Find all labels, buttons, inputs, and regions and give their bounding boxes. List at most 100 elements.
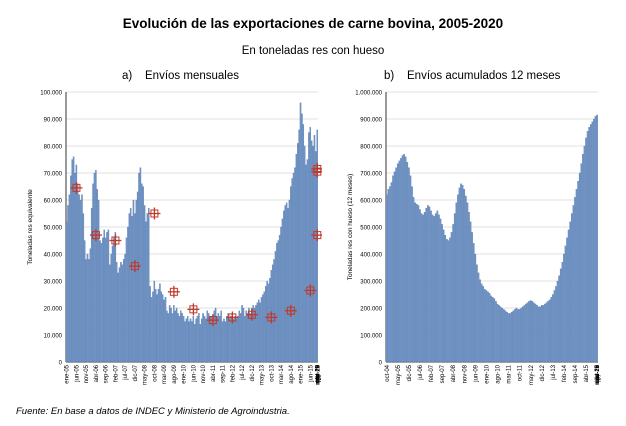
bar: [191, 321, 193, 363]
bar: [313, 135, 316, 363]
bar: [71, 159, 73, 363]
bar: [578, 172, 581, 363]
bar: [220, 310, 222, 363]
x-tick-label: jul-17: [315, 364, 321, 380]
data-marker: [311, 162, 322, 175]
y-tick-label: 70.000: [44, 172, 63, 178]
bar: [461, 185, 464, 363]
bar: [178, 316, 181, 363]
bar: [163, 299, 165, 363]
bar: [228, 318, 231, 363]
x-tick-label: mar-11: [507, 364, 513, 383]
bar: [585, 137, 587, 363]
bar: [217, 313, 220, 363]
bar: [534, 303, 537, 363]
bar: [95, 170, 97, 363]
bar: [185, 318, 188, 363]
bar: [529, 300, 532, 363]
data-marker: [128, 260, 141, 273]
bar: [316, 129, 318, 363]
x-tick-label: jun-10: [191, 364, 197, 382]
x-tick-label: feb-14: [562, 364, 568, 382]
x-tick-label: jun-20: [315, 364, 321, 382]
bar: [278, 235, 281, 363]
x-tick-label: feb-17: [315, 364, 321, 382]
x-tick-label: jul-07: [123, 364, 129, 380]
bar: [556, 280, 559, 363]
bar: [264, 286, 267, 363]
bar: [75, 164, 78, 363]
bar: [430, 210, 432, 363]
bar: [396, 163, 399, 363]
panel-a-prefix: a): [122, 70, 133, 82]
bar: [493, 298, 496, 363]
bar: [572, 205, 575, 363]
bar: [175, 307, 178, 363]
x-tick-label: nov-15: [315, 364, 321, 383]
x-tick-label: may-12: [529, 364, 535, 385]
bar: [252, 305, 254, 363]
bar: [143, 205, 146, 363]
bar: [389, 186, 391, 363]
bar: [414, 202, 417, 363]
x-tick-label: sep-11: [221, 364, 227, 383]
x-tick-label: jun-16: [595, 364, 601, 382]
bar: [566, 237, 568, 363]
data-marker: [167, 285, 180, 298]
bar: [168, 305, 171, 363]
x-tick-label: sep-14: [573, 364, 579, 383]
data-marker: [109, 234, 122, 247]
y-tick-label: 50.000: [44, 226, 63, 232]
bar: [161, 294, 164, 363]
y-tick-label: 200.000: [360, 307, 382, 313]
bar: [495, 301, 497, 363]
bar: [189, 318, 192, 363]
bar: [221, 321, 224, 363]
bar: [452, 224, 454, 363]
data-marker: [89, 229, 102, 242]
bar: [582, 153, 584, 363]
bar: [281, 218, 284, 363]
bar: [164, 297, 167, 363]
bar: [558, 275, 560, 363]
bar: [177, 313, 179, 363]
bar: [235, 318, 238, 363]
x-tick-label: mar-09: [162, 364, 168, 384]
x-tick-label: oct-08: [152, 364, 158, 381]
bar: [196, 316, 199, 363]
x-tick-label: may-13: [260, 364, 266, 385]
bar: [259, 302, 261, 363]
x-tick-label: dic-12: [250, 364, 256, 381]
bar: [157, 289, 160, 363]
bar: [287, 207, 289, 363]
bar: [93, 172, 96, 363]
bar: [409, 175, 412, 363]
bar: [420, 213, 423, 363]
bar: [209, 316, 211, 363]
panel-a-title: a) Envíos mensuales: [122, 70, 239, 82]
y-tick-label: 700.000: [360, 172, 382, 178]
bar: [596, 114, 598, 363]
bar: [234, 316, 236, 363]
bar: [586, 131, 589, 363]
bar: [574, 197, 576, 363]
bar: [436, 210, 439, 363]
bar: [571, 213, 573, 363]
bar: [262, 294, 264, 363]
data-marker: [187, 303, 200, 316]
bar: [205, 318, 207, 363]
bar: [419, 209, 421, 363]
bar: [547, 301, 549, 363]
bar: [102, 237, 104, 363]
bar: [400, 158, 402, 363]
bar: [593, 118, 595, 363]
x-tick-label: ago-19: [315, 364, 321, 383]
x-tick-label: mar-14: [279, 364, 285, 384]
bar: [65, 221, 68, 363]
bar: [238, 310, 240, 363]
bar: [401, 155, 404, 363]
page-title: Evolución de las exportaciones de carne …: [122, 16, 504, 31]
bar: [514, 309, 516, 363]
bar: [237, 316, 239, 363]
bar: [113, 237, 115, 363]
